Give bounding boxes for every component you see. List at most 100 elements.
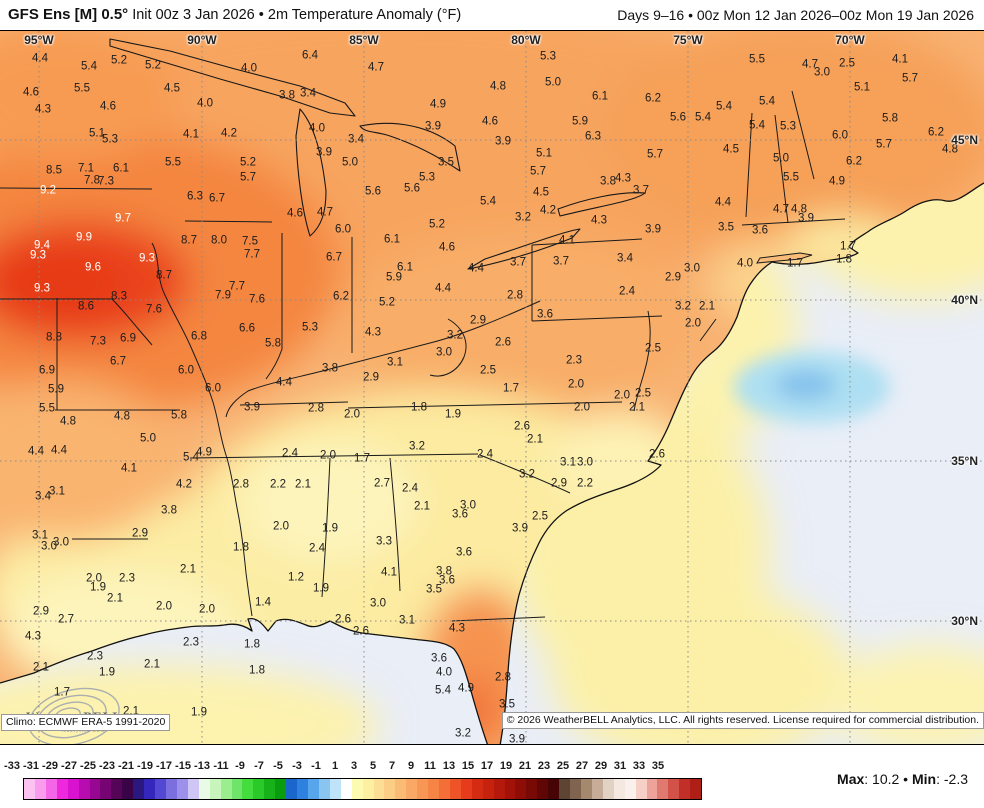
- map-value-label: 4.9: [430, 98, 446, 111]
- map-value-label: 3.1: [399, 614, 415, 627]
- map-value-label: 4.4: [715, 196, 731, 209]
- colorbar-segment: [78, 779, 90, 799]
- longitude-label: 90°W: [187, 33, 217, 47]
- colorbar-segment: [220, 779, 232, 799]
- map-value-label: 9.2: [40, 184, 56, 197]
- map-value-label: 6.6: [239, 322, 255, 335]
- map-value-label: 3.0: [41, 540, 57, 553]
- map-value-label: 5.4: [759, 95, 775, 108]
- map-value-label: 1.8: [836, 253, 852, 266]
- colorbar-footer: -33 -31 -29 -27 -25 -23 -21 -19 -17 -15 -13 -11 -9 -7…: [0, 745, 984, 808]
- map-value-label: 4.3: [615, 172, 631, 185]
- latitude-label: 45°N: [951, 133, 978, 147]
- map-value-label: 1.7: [354, 452, 370, 465]
- colorbar-tick-label: 19: [499, 760, 513, 772]
- map-value-label: 3.6: [439, 574, 455, 587]
- map-value-label: 2.9: [132, 527, 148, 540]
- map-value-label: 6.7: [326, 251, 342, 264]
- colorbar-tick-label: -9: [235, 760, 245, 772]
- map-value-label: 6.9: [120, 332, 136, 345]
- colorbar-tick-label: 35: [651, 760, 665, 772]
- map-value-label: 4.8: [60, 415, 76, 428]
- map-value-label: 3.9: [512, 522, 528, 535]
- map-value-label: 1.7: [840, 240, 856, 253]
- map-value-label: 2.1: [527, 433, 543, 446]
- map-value-label: 7.3: [90, 335, 106, 348]
- map-value-label: 3.9: [645, 223, 661, 236]
- colorbar-tick-label: -33: [4, 760, 20, 772]
- chesapeake-bay: [633, 310, 651, 412]
- map-value-label: 5.9: [386, 271, 402, 284]
- map-value-label: 5.0: [773, 152, 789, 165]
- colorbar-segment: [395, 779, 407, 799]
- colorbar-segment: [428, 779, 440, 799]
- map-value-label: 5.8: [882, 112, 898, 125]
- map-value-label: 7.5: [242, 235, 258, 248]
- map-value-label: 2.0: [199, 603, 215, 616]
- colorbar-segment: [133, 779, 145, 799]
- map-value-label: 1.8: [249, 664, 265, 677]
- map-value-label: 2.5: [480, 364, 496, 377]
- map-value-label: 9.9: [76, 231, 92, 244]
- latitude-label: 30°N: [951, 614, 978, 628]
- colorbar-segment: [635, 779, 647, 799]
- map-value-label: 7.7: [244, 248, 260, 261]
- map-value-label: 4.8: [791, 203, 807, 216]
- map-value-label: 4.0: [309, 122, 325, 135]
- map-value-label: 6.2: [846, 155, 862, 168]
- map-value-label: 4.2: [221, 127, 237, 140]
- colorbar-tick-label: 1: [331, 760, 339, 772]
- map-value-label: 4.3: [35, 103, 51, 116]
- map-value-label: 5.7: [902, 72, 918, 85]
- map-value-label: 2.9: [551, 477, 567, 490]
- longitude-label: 95°W: [24, 33, 54, 47]
- map-value-label: 5.7: [530, 165, 546, 178]
- colorbar-segment: [406, 779, 418, 799]
- map-value-label: 1.9: [313, 582, 329, 595]
- map-value-label: 9.6: [85, 261, 101, 274]
- colorbar-tick-label: -15: [175, 760, 191, 772]
- lake-superior: [109, 38, 356, 117]
- colorbar-segment: [471, 779, 483, 799]
- map-value-label: 5.6: [404, 182, 420, 195]
- colorbar-segment: [373, 779, 385, 799]
- colorbar-tick-label: -5: [273, 760, 283, 772]
- colorbar-tick-label: 25: [556, 760, 570, 772]
- map-value-label: 5.6: [365, 185, 381, 198]
- colorbar-tick-label: -3: [292, 760, 302, 772]
- map-value-label: 3.6: [431, 652, 447, 665]
- map-value-label: 1.9: [90, 581, 106, 594]
- map-value-label: 4.1: [121, 462, 137, 475]
- map-value-label: 6.7: [209, 192, 225, 205]
- map-value-label: 2.5: [645, 342, 661, 355]
- map-value-label: 4.4: [435, 282, 451, 295]
- map-value-label: 6.1: [384, 233, 400, 246]
- map-value-label: 6.2: [645, 92, 661, 105]
- colorbar-tick-label: -11: [213, 760, 229, 772]
- map-value-label: 4.1: [559, 234, 575, 247]
- colorbar-segment: [439, 779, 450, 799]
- map-value-label: 4.4: [32, 52, 48, 65]
- map-value-label: 3.1: [387, 356, 403, 369]
- bays-and-islands: [633, 252, 813, 412]
- state-borders: [0, 90, 846, 622]
- map-value-label: 5.5: [39, 402, 55, 415]
- colorbar-tick-label: -21: [118, 760, 134, 772]
- map-value-label: 2.9: [470, 314, 486, 327]
- colorbar-tick-label: -13: [194, 760, 210, 772]
- map-value-label: 3.0: [577, 456, 593, 469]
- map-value-label: 3.5: [426, 583, 442, 596]
- map-value-label: 3.2: [519, 468, 535, 481]
- map-value-label: 2.6: [495, 336, 511, 349]
- map-value-label: 2.0: [86, 572, 102, 585]
- map-value-label: 3.2: [675, 300, 691, 313]
- map-value-label: 2.0: [273, 520, 289, 533]
- colorbar-segment: [657, 779, 669, 799]
- map-value-label: 2.7: [374, 477, 390, 490]
- map-value-label: 5.9: [572, 115, 588, 128]
- map-value-label: 2.4: [282, 447, 298, 460]
- map-value-label: 3.6: [752, 224, 768, 237]
- map-value-label: 9.7: [115, 212, 131, 225]
- map-value-label: 2.9: [665, 271, 681, 284]
- map-value-label: 3.1: [49, 485, 65, 498]
